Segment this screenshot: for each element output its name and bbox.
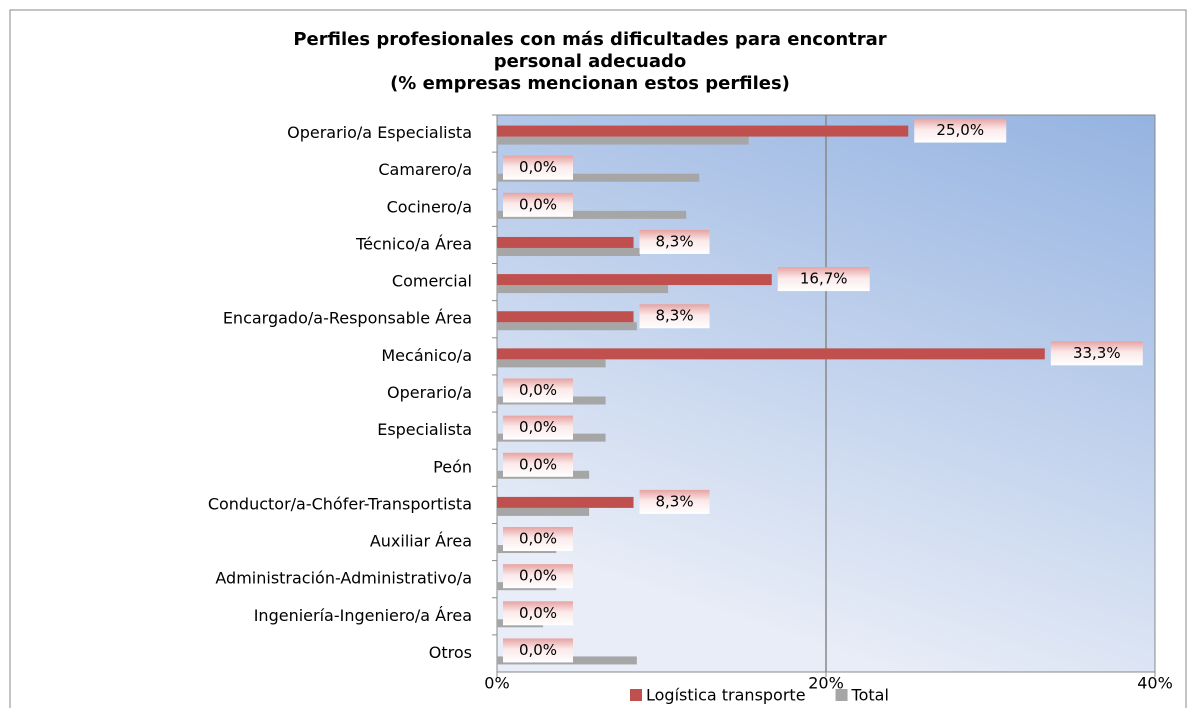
y-tick-label: Peón [433, 457, 472, 476]
value-label: 8,3% [655, 307, 693, 325]
y-tick-label: Ingeniería-Ingeniero/a Área [254, 606, 472, 625]
value-label-box [503, 452, 573, 477]
value-label-box [503, 564, 573, 589]
bar [497, 236, 634, 248]
x-tick-label: 0% [484, 674, 509, 693]
bar [497, 359, 606, 368]
value-label: 0,0% [519, 158, 557, 176]
bar [497, 173, 700, 182]
bar [497, 348, 1045, 360]
value-label-box [503, 527, 573, 552]
value-label: 0,0% [519, 641, 557, 659]
bar [497, 507, 590, 516]
y-tick-label: Camarero/a [378, 160, 472, 179]
legend-label: Total [851, 686, 889, 705]
y-tick-label: Comercial [392, 272, 472, 291]
value-label-box [503, 378, 573, 403]
value-label-box [1050, 341, 1143, 366]
chart-title: personal adecuado [494, 51, 687, 72]
value-label: 8,3% [655, 492, 693, 510]
bar [497, 285, 669, 294]
chart-title: (% empresas mencionan estos perfiles) [390, 73, 790, 94]
value-label: 0,0% [519, 455, 557, 473]
legend-label: Logística transporte [646, 686, 806, 705]
value-label: 0,0% [519, 381, 557, 399]
x-tick-label: 20% [808, 674, 844, 693]
y-tick-label: Mecánico/a [381, 346, 472, 365]
chart-title: Perfiles profesionales con más dificulta… [293, 29, 886, 50]
value-label-box [777, 267, 870, 292]
y-tick-label: Cocinero/a [387, 197, 472, 216]
value-label-box [639, 489, 710, 514]
bar [497, 322, 637, 331]
value-label-box [503, 601, 573, 626]
value-label: 0,0% [519, 530, 557, 548]
value-label-box [503, 155, 573, 180]
value-label: 0,0% [519, 195, 557, 213]
value-label: 0,0% [519, 418, 557, 436]
x-tick-label: 40% [1137, 674, 1173, 693]
value-label-box [639, 229, 710, 254]
value-label: 25,0% [936, 121, 984, 139]
bar [497, 311, 634, 323]
value-label-box [639, 304, 710, 329]
bar [497, 210, 687, 219]
value-label: 33,3% [1073, 344, 1121, 362]
value-label-box [914, 118, 1007, 143]
value-label-box [503, 638, 573, 663]
bar [497, 496, 634, 508]
value-label-box [503, 415, 573, 440]
bar [497, 136, 749, 145]
y-tick-label: Operario/a [387, 383, 472, 402]
y-tick-label: Conductor/a-Chófer-Transportista [208, 494, 472, 513]
y-tick-label: Auxiliar Área [370, 532, 472, 551]
y-tick-label: Encargado/a-Responsable Área [223, 309, 472, 328]
y-tick-label: Operario/a Especialista [287, 123, 472, 142]
y-tick-label: Técnico/a Área [355, 234, 472, 253]
value-label-box [503, 192, 573, 217]
value-label: 16,7% [800, 270, 848, 288]
y-tick-label: Otros [429, 643, 472, 662]
legend-swatch [835, 689, 848, 701]
bar [497, 274, 772, 286]
y-tick-label: Especialista [377, 420, 472, 439]
value-label: 0,0% [519, 567, 557, 585]
value-label: 8,3% [655, 232, 693, 250]
bar [497, 247, 641, 256]
y-tick-label: Administración-Administrativo/a [215, 569, 472, 588]
legend-swatch [630, 689, 642, 701]
value-label: 0,0% [519, 604, 557, 622]
bar [497, 125, 909, 137]
